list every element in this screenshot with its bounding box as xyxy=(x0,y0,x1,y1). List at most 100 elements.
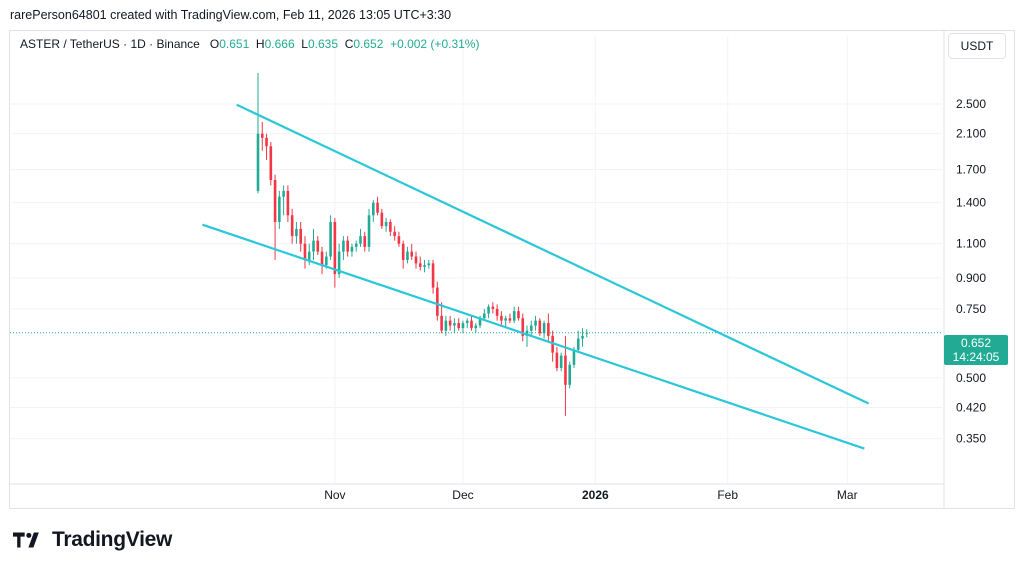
candle xyxy=(431,259,435,294)
candle-body xyxy=(320,251,324,266)
candle-body xyxy=(555,352,559,368)
candle-body xyxy=(465,320,469,324)
candle-body xyxy=(260,133,264,138)
candle xyxy=(427,259,431,269)
candle-body xyxy=(487,306,490,314)
candle-body xyxy=(564,355,567,385)
y-tick-label: 0.420 xyxy=(956,401,986,415)
candle-body xyxy=(414,256,418,264)
candle xyxy=(414,251,418,269)
candle-body xyxy=(495,308,499,316)
candle-body xyxy=(282,190,285,197)
x-tick-label: Nov xyxy=(324,488,345,502)
candle-body xyxy=(329,221,332,257)
candle-body xyxy=(363,236,367,247)
y-tick-label: 2.500 xyxy=(956,97,986,111)
candle xyxy=(354,240,358,252)
candle xyxy=(525,325,529,347)
candle-body xyxy=(517,311,520,319)
candle xyxy=(265,133,268,160)
legend-close-label: C xyxy=(344,37,354,51)
candle xyxy=(406,246,409,264)
legend-change: +0.002 (+0.31%) xyxy=(390,37,480,51)
legend-open-value: 0.651 xyxy=(219,37,250,51)
candle-body xyxy=(512,311,516,321)
candle xyxy=(290,208,294,244)
candle-body xyxy=(299,228,302,244)
chart-frame[interactable] xyxy=(9,30,1015,509)
candle xyxy=(371,200,375,222)
candle-body xyxy=(273,179,277,222)
candle xyxy=(542,320,546,339)
candle-body xyxy=(316,240,320,252)
y-tick-label: 1.400 xyxy=(956,196,986,210)
candle-body xyxy=(384,221,388,227)
candle xyxy=(418,256,422,271)
candle-body xyxy=(401,243,405,260)
currency-button[interactable]: USDT xyxy=(948,33,1006,59)
candle-body xyxy=(389,221,392,232)
candle xyxy=(256,72,260,194)
candle xyxy=(559,352,563,372)
tradingview-logo-icon xyxy=(13,532,39,548)
y-tick-label: 0.900 xyxy=(956,271,986,285)
candle xyxy=(320,246,324,275)
candle-body xyxy=(478,318,482,326)
candle xyxy=(329,215,332,260)
candle xyxy=(367,208,371,252)
candle xyxy=(500,311,503,326)
candle-body xyxy=(359,236,362,244)
candle xyxy=(483,308,486,321)
candle-body xyxy=(265,137,268,147)
candle xyxy=(397,231,401,247)
candle-body xyxy=(534,320,537,326)
candle-body xyxy=(325,256,328,266)
candle-body xyxy=(538,320,542,334)
bar-countdown: 14:24:05 xyxy=(952,350,1000,364)
candle-body xyxy=(440,315,443,331)
candle xyxy=(333,217,337,288)
trendline-upper xyxy=(236,103,870,405)
candle xyxy=(551,330,554,362)
candle xyxy=(547,313,550,342)
x-tick-label: 2026 xyxy=(582,488,609,502)
candle-body xyxy=(423,265,426,267)
candle-body xyxy=(542,323,546,334)
candle xyxy=(534,315,537,331)
candle xyxy=(295,221,298,244)
candle xyxy=(555,346,559,372)
candle-body xyxy=(303,243,307,260)
legend-high-value: 0.666 xyxy=(264,37,295,51)
candle xyxy=(316,236,320,255)
candle xyxy=(568,361,572,389)
candle xyxy=(393,226,396,241)
candle-body xyxy=(346,240,349,252)
candle-body xyxy=(453,323,456,326)
candle-body xyxy=(525,330,529,336)
candle-body xyxy=(474,325,478,329)
candle-body xyxy=(350,246,354,252)
candle-body xyxy=(444,320,448,331)
legend-high-label: H xyxy=(255,37,265,51)
candle-body xyxy=(576,338,580,350)
candle xyxy=(389,219,392,237)
candle xyxy=(448,315,452,331)
tradingview-logo[interactable]: TradingView xyxy=(12,528,172,552)
trendline-lower xyxy=(202,223,865,450)
last-price-tag: 0.652 14:24:05 xyxy=(944,335,1008,365)
candle-body xyxy=(585,332,589,334)
candle-body xyxy=(290,215,294,237)
candle xyxy=(337,243,341,278)
candle xyxy=(517,306,520,321)
candle xyxy=(376,196,379,216)
candle xyxy=(504,315,507,329)
candle xyxy=(465,318,469,329)
candles xyxy=(256,72,589,416)
x-tick-label: Dec xyxy=(452,488,473,502)
candle xyxy=(286,185,290,222)
chart-caption: rarePerson64801 created with TradingView… xyxy=(10,8,452,22)
candle-body xyxy=(427,263,431,266)
candle-body xyxy=(500,315,503,321)
candle xyxy=(273,174,277,260)
